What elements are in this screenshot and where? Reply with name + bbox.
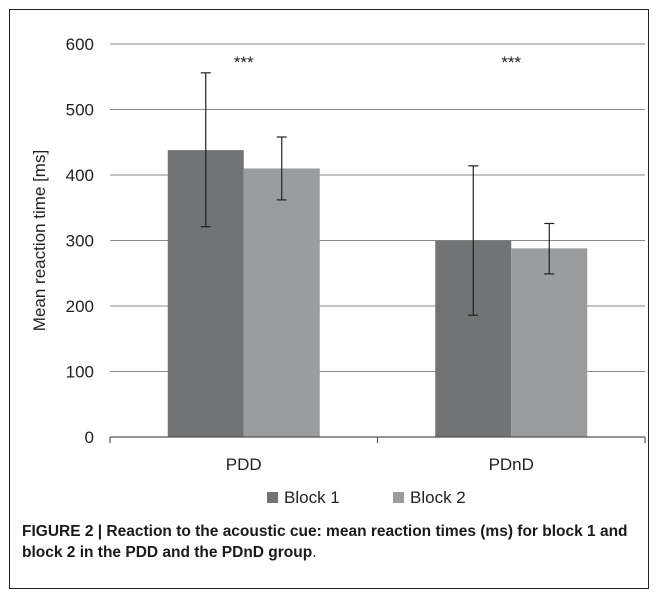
figure-caption: FIGURE 2 | Reaction to the acoustic cue:…	[22, 521, 642, 563]
figure-frame	[9, 9, 649, 589]
bar	[243, 168, 320, 437]
caption-period: .	[312, 544, 317, 561]
caption-main: FIGURE 2 | Reaction to the acoustic cue:…	[22, 523, 628, 561]
bar	[511, 248, 588, 437]
legend-swatch	[393, 492, 404, 503]
y-tick-label: 600	[66, 35, 94, 54]
y-tick-label: 300	[66, 232, 94, 251]
y-tick-label: 400	[66, 166, 94, 185]
legend-swatch	[267, 492, 278, 503]
x-tick-label: PDnD	[489, 455, 534, 474]
y-tick-label: 100	[66, 363, 94, 382]
y-axis-label: Mean reaction time [ms]	[30, 150, 49, 331]
legend-label: Block 1	[284, 488, 340, 507]
y-tick-label: 0	[85, 428, 94, 447]
y-tick-label: 200	[66, 297, 94, 316]
legend-label: Block 2	[410, 488, 466, 507]
significance-label: ***	[501, 53, 521, 72]
bar-chart: 0 100 200 300 400 500 600 Mean reaction time [m…	[30, 35, 646, 507]
x-tick-label: PDD	[226, 455, 262, 474]
significance-label: ***	[234, 53, 254, 72]
y-tick-label: 500	[66, 101, 94, 120]
